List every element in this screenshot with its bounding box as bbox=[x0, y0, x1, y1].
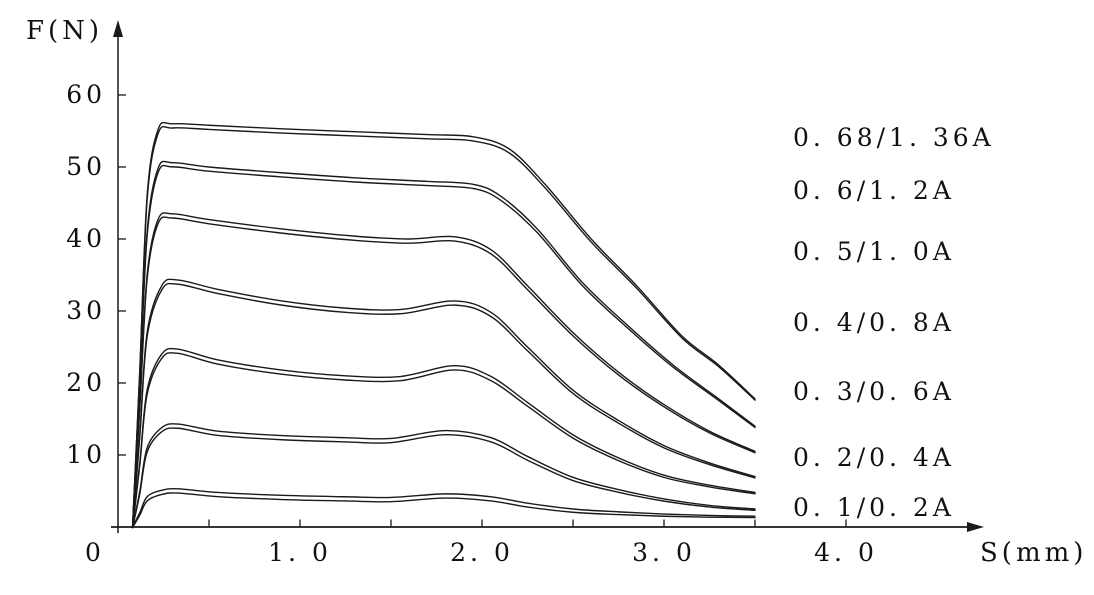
series-label-4: 0. 3/0. 6A bbox=[793, 376, 955, 406]
x-axis-title: S(mm) bbox=[980, 538, 1088, 568]
series-curve-4 bbox=[131, 347, 756, 528]
x-axis-arrow-icon bbox=[967, 522, 984, 532]
y-axis-title: F(N) bbox=[26, 16, 104, 46]
x-tick-label-3: 3. 0 bbox=[632, 538, 696, 567]
series-curve-5-twin bbox=[131, 427, 756, 529]
series-curve-2-twin bbox=[131, 216, 756, 529]
series-label-3: 0. 4/0. 8A bbox=[793, 307, 955, 337]
series-curve-6-twin bbox=[131, 492, 756, 529]
y-tick-label-4: 50 bbox=[66, 152, 106, 181]
y-tick-label-5: 60 bbox=[66, 80, 106, 109]
series-label-2: 0. 5/1. 0A bbox=[793, 236, 955, 266]
series-label-6: 0. 1/0. 2A bbox=[793, 493, 955, 523]
x-tick-label-1: 1. 0 bbox=[268, 538, 332, 567]
x-tick-label-2: 2. 0 bbox=[450, 538, 514, 567]
series-curve-5 bbox=[131, 423, 756, 528]
series-label-0: 0. 68/1. 36A bbox=[793, 123, 995, 153]
x-tick-label-4: 4. 0 bbox=[814, 538, 878, 567]
y-tick-label-0: 10 bbox=[66, 440, 106, 469]
series-curve-3-twin bbox=[131, 282, 756, 529]
series-curve-3 bbox=[131, 278, 756, 528]
y-tick-label-3: 40 bbox=[66, 224, 106, 253]
x-tick-label-0: 0 bbox=[85, 538, 105, 567]
y-tick-label-1: 20 bbox=[66, 368, 106, 397]
y-axis-arrow-icon bbox=[113, 20, 123, 37]
series-curve-4-twin bbox=[131, 352, 756, 529]
y-tick-label-2: 30 bbox=[66, 296, 106, 325]
series-label-5: 0. 2/0. 4A bbox=[793, 442, 955, 472]
series-curve-1-twin bbox=[131, 164, 756, 529]
series-curve-0-twin bbox=[131, 125, 756, 529]
series-curve-6 bbox=[131, 488, 756, 528]
series-label-1: 0. 6/1. 2A bbox=[793, 176, 955, 206]
